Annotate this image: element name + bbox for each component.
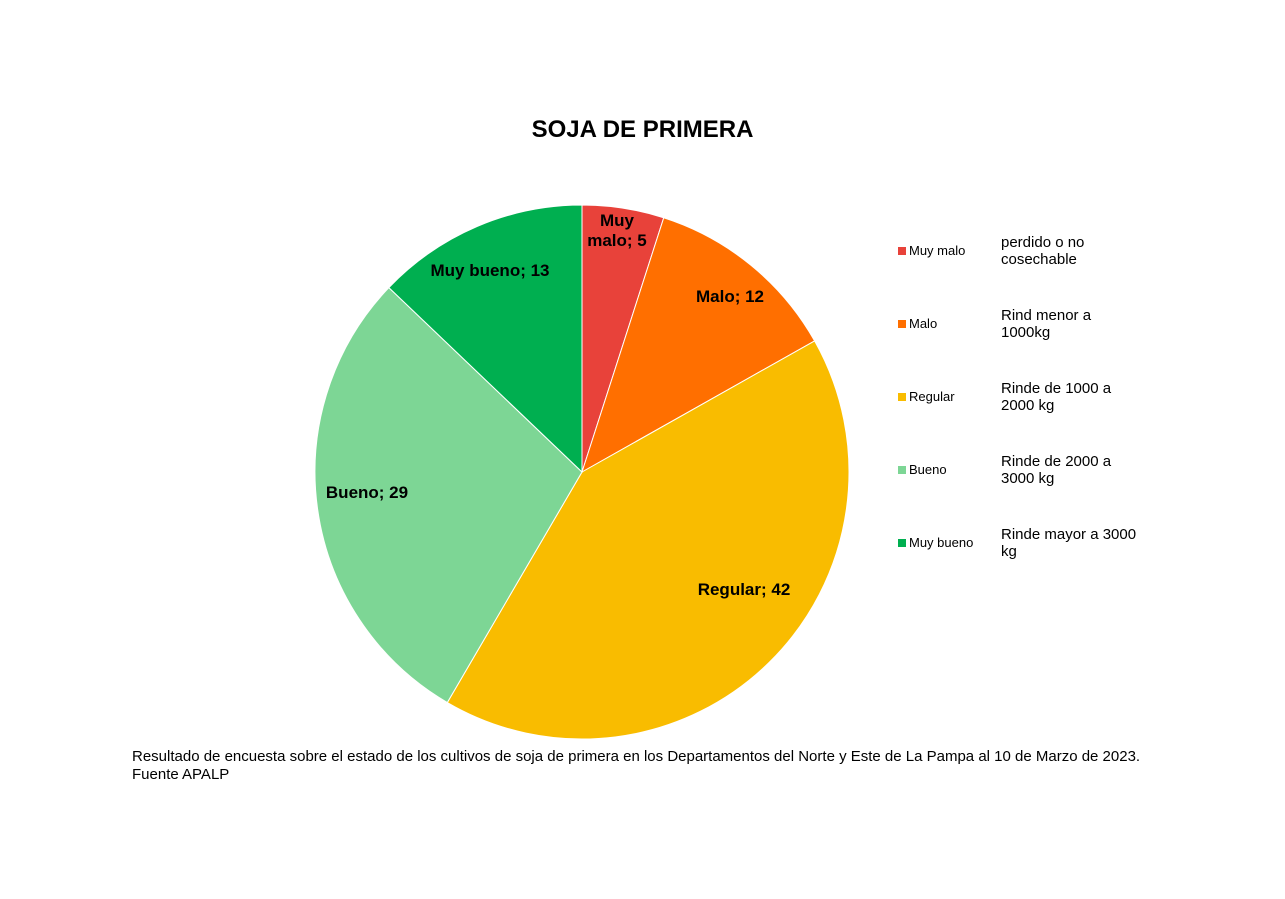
legend-item-malo: Malo Rind menor a 1000kg xyxy=(898,307,1158,380)
data-label-muy-bueno: Muy bueno; 13 xyxy=(430,261,549,280)
legend: Muy malo perdido o no cosechable Malo Ri… xyxy=(898,234,1158,599)
legend-description: perdido o no cosechable xyxy=(1001,234,1085,268)
legend-swatch xyxy=(898,320,906,328)
legend-swatch xyxy=(898,393,906,401)
legend-label: Bueno xyxy=(909,462,947,477)
pie-slice-bueno xyxy=(314,286,583,704)
data-label-malo: Malo; 12 xyxy=(696,287,764,306)
legend-item-regular: Regular Rinde de 1000 a 2000 kg xyxy=(898,380,1158,453)
legend-description: Rinde de 1000 a 2000 kg xyxy=(1001,380,1112,414)
pie-slice-malo xyxy=(581,217,816,474)
legend-swatch xyxy=(898,247,906,255)
legend-item-muy-malo: Muy malo perdido o no cosechable xyxy=(898,234,1158,307)
data-label-bueno: Bueno; 29 xyxy=(326,483,408,502)
legend-description: Rind menor a 1000kg xyxy=(1001,307,1092,341)
legend-description: Rinde de 2000 a 3000 kg xyxy=(1001,453,1112,487)
data-label-regular: Regular; 42 xyxy=(698,580,791,599)
legend-label: Regular xyxy=(909,389,955,404)
pie-slice-regular xyxy=(446,340,850,740)
legend-label: Muy bueno xyxy=(909,535,974,550)
legend-swatch xyxy=(898,466,906,474)
legend-label: Malo xyxy=(909,316,938,331)
legend-item-muy-bueno: Muy bueno Rinde mayor a 3000 kg xyxy=(898,526,1158,599)
pie-slice-muy-bueno xyxy=(388,204,583,474)
footnote: Resultado de encuesta sobre el estado de… xyxy=(132,748,1141,783)
chart-title: SOJA DE PRIMERA xyxy=(531,116,754,143)
legend-description: Rinde mayor a 3000 kg xyxy=(1001,526,1137,560)
legend-label: Muy malo xyxy=(909,243,966,258)
legend-swatch xyxy=(898,539,906,547)
legend-item-bueno: Bueno Rinde de 2000 a 3000 kg xyxy=(898,453,1158,526)
data-label-muy-malo: Muy malo; 5 xyxy=(587,211,647,250)
